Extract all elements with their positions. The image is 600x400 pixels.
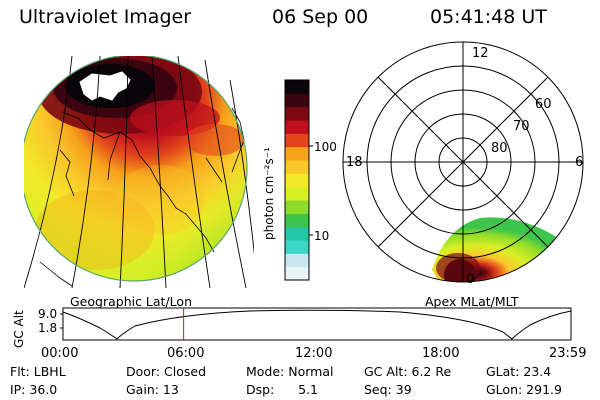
xtick-0600: 06:00	[167, 346, 205, 361]
colorbar-band	[285, 93, 309, 108]
colorbar-band	[285, 120, 309, 134]
gc-alt-axis-title: GC Alt	[12, 310, 26, 348]
ytick-1-8: 1.8	[38, 321, 58, 335]
mlat-label-60: 60	[535, 97, 552, 112]
xtick-2359: 23:59	[549, 346, 587, 361]
apex-caption: Apex MLat/MLT	[425, 294, 519, 309]
xtick-1200: 12:00	[295, 346, 333, 361]
colorbar-band	[285, 146, 309, 161]
colorbar-band	[285, 226, 309, 241]
time-label: 05:41:48 UT	[430, 6, 547, 28]
xtick-1800: 18:00	[422, 346, 460, 361]
ytick-9: 9.0	[38, 307, 58, 321]
filter-info: Flt: LBHL	[10, 364, 66, 379]
colorbar-band	[285, 173, 309, 188]
mode-info: Mode: Normal	[246, 364, 334, 379]
gc-alt-info: GC Alt: 6.2 Re	[364, 364, 452, 379]
ip-info: IP: 36.0	[10, 382, 58, 397]
seq-info: Seq: 39	[364, 382, 412, 397]
colorbar-band	[285, 80, 309, 94]
mlt-label-6: 6	[575, 155, 584, 170]
colorbar-tick-100: 100	[314, 140, 337, 154]
glon-info: GLon: 291.9	[486, 382, 562, 397]
mlt-label-12: 12	[472, 46, 489, 61]
colorbar-band	[285, 240, 309, 254]
colorbar-band	[285, 186, 309, 201]
mlt-label-18: 18	[346, 155, 363, 170]
mlat-label-80: 80	[491, 141, 508, 156]
colorbar-band	[285, 160, 309, 174]
glat-info: GLat: 23.4	[486, 364, 552, 379]
gain-info: Gain: 13	[126, 382, 179, 397]
xtick-0000: 00:00	[41, 346, 79, 361]
colorbar-band	[285, 133, 309, 148]
colorbar-band	[285, 106, 309, 121]
date-label: 06 Sep 00	[272, 6, 369, 28]
geographic-caption: Geographic Lat/Lon	[70, 294, 192, 309]
colorbar-band	[285, 200, 309, 214]
mlt-label-0: 0	[466, 272, 475, 287]
colorbar-band	[285, 266, 309, 281]
mlat-label-70: 70	[513, 119, 530, 134]
colorbar-band	[285, 213, 309, 228]
instrument-title: Ultraviolet Imager	[19, 6, 192, 28]
door-info: Door: Closed	[126, 364, 207, 379]
colorbar-band	[285, 253, 309, 268]
dsp-info: Dsp: 5.1	[246, 382, 319, 397]
colorbar-tick-10: 10	[314, 229, 330, 243]
